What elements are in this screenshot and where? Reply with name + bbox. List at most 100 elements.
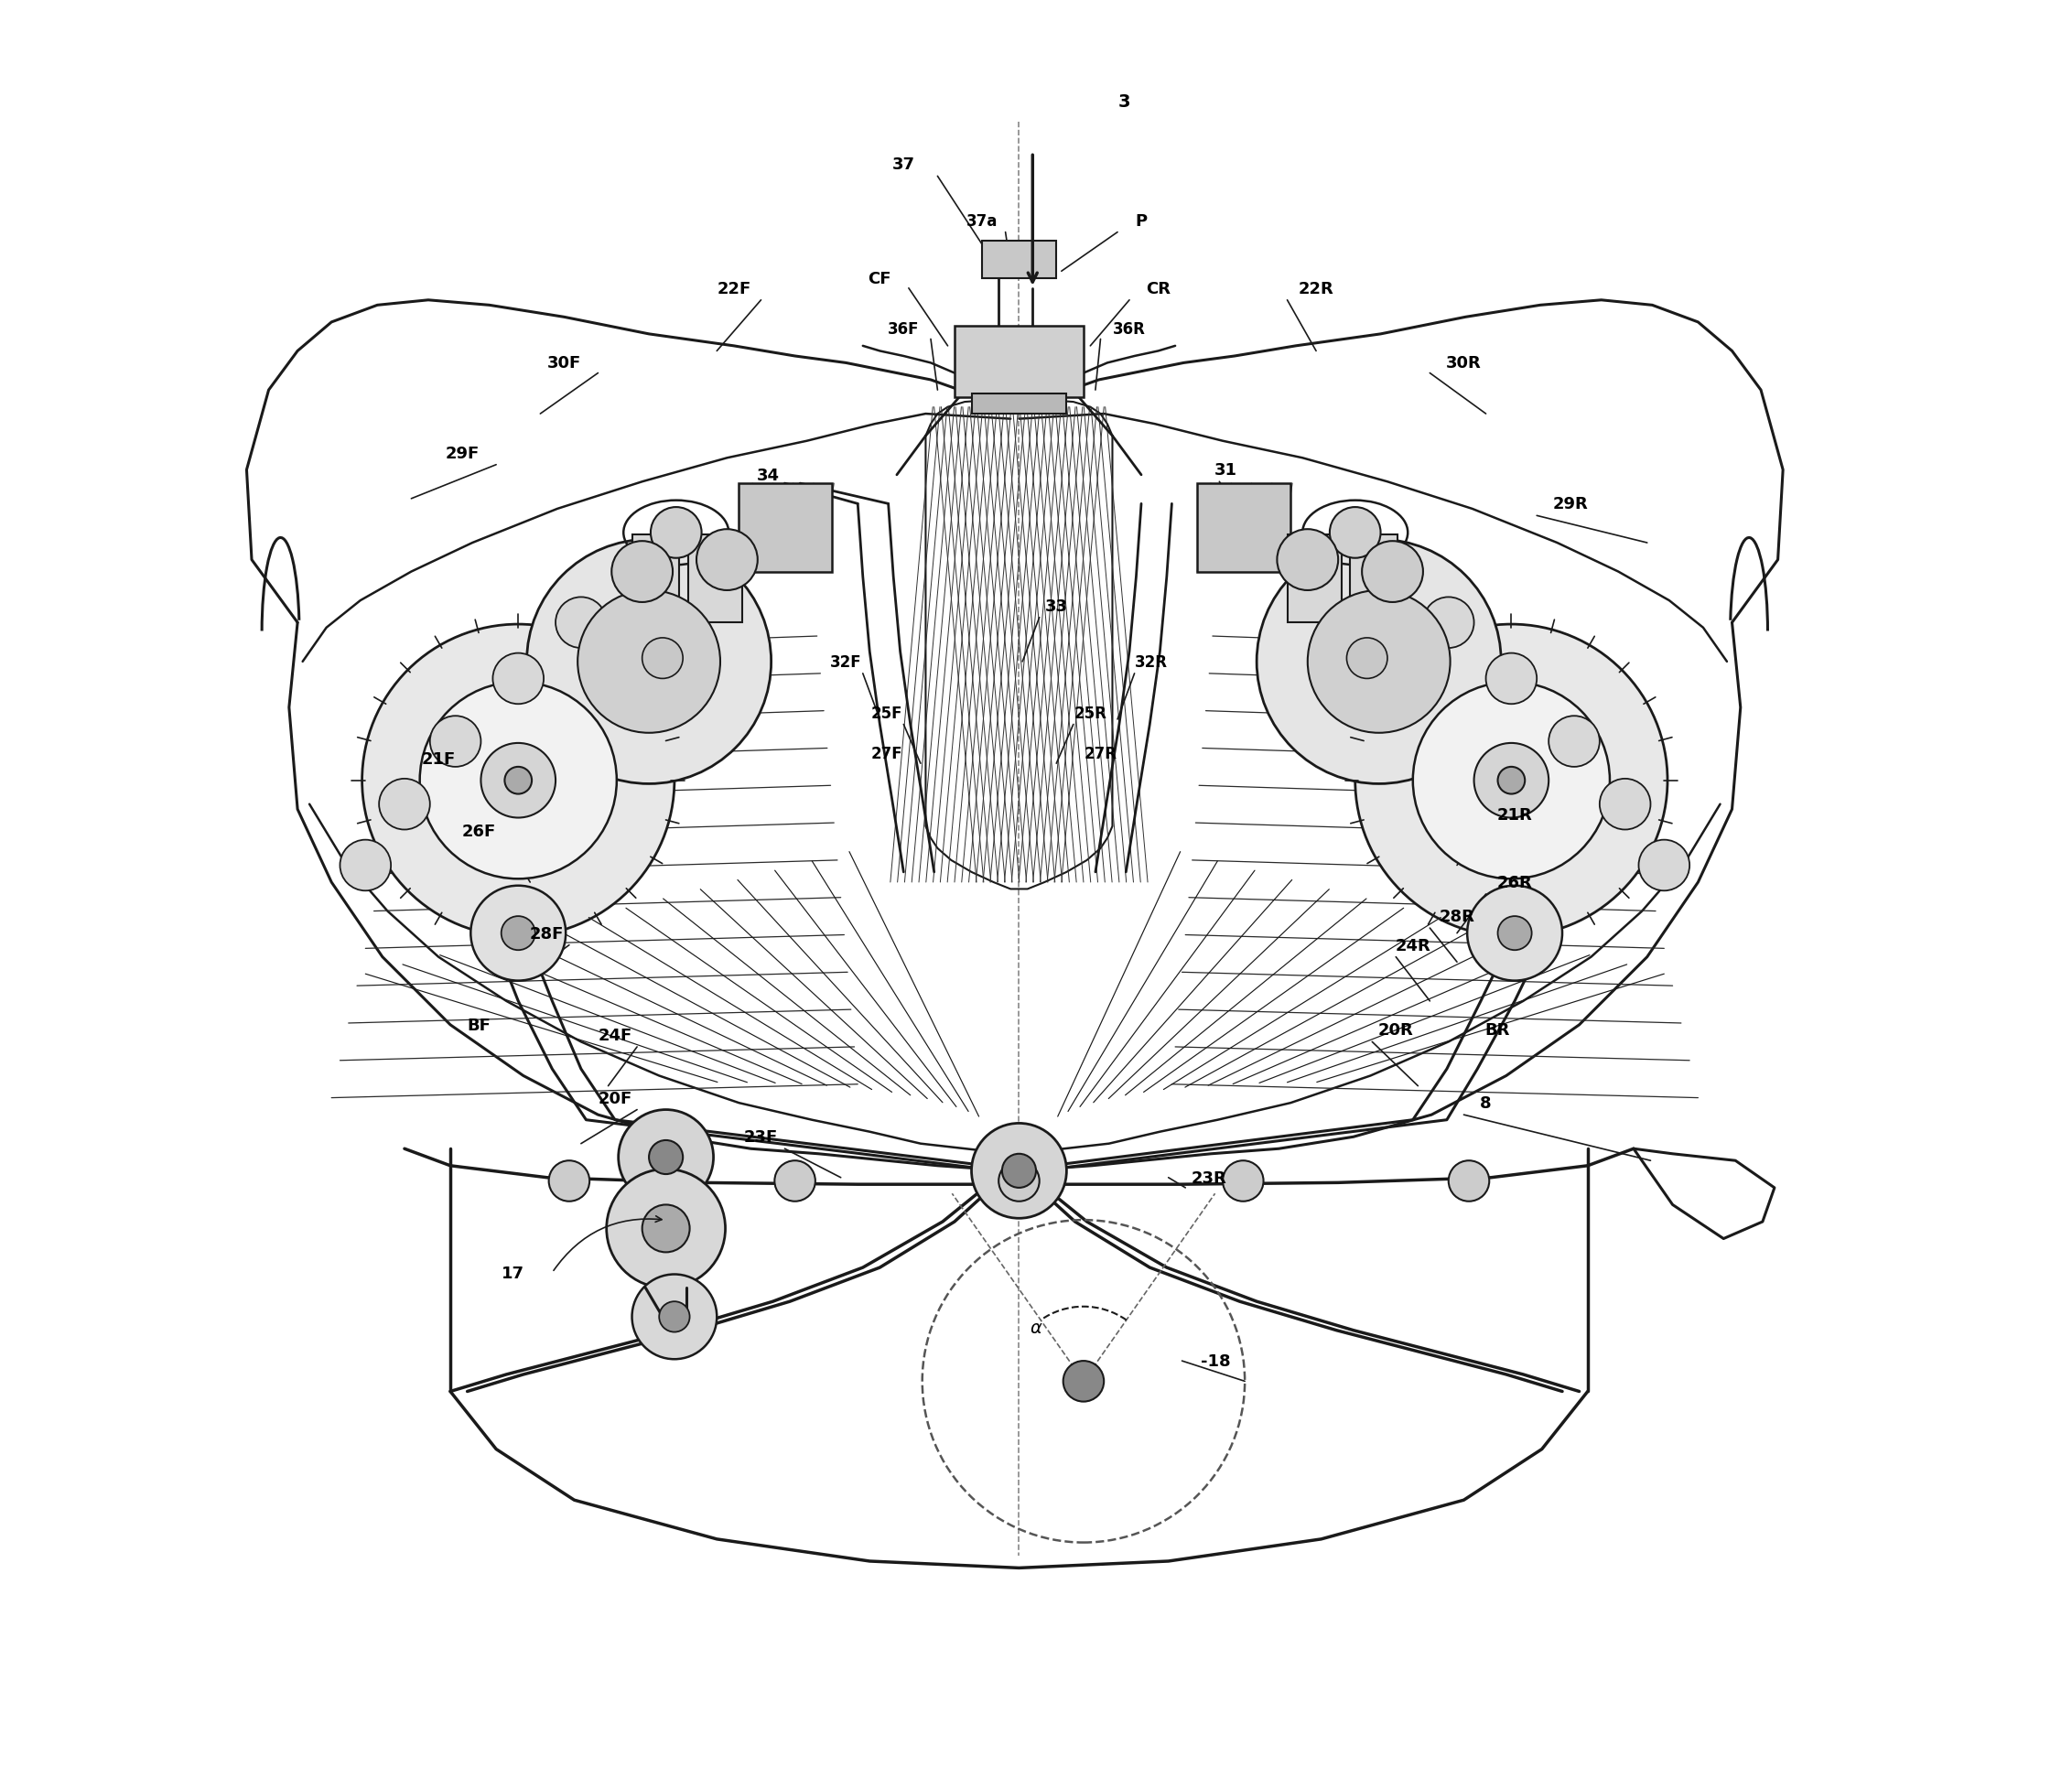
Text: 28R: 28R <box>1440 909 1475 925</box>
Text: 37a: 37a <box>966 213 997 229</box>
Text: 30F: 30F <box>547 356 580 372</box>
Text: 26R: 26R <box>1496 875 1533 891</box>
Circle shape <box>642 639 684 680</box>
Circle shape <box>1486 653 1537 705</box>
Text: 26F: 26F <box>462 823 495 841</box>
Circle shape <box>1467 886 1562 980</box>
Text: BF: BF <box>468 1016 491 1034</box>
Circle shape <box>526 540 771 784</box>
Circle shape <box>431 716 481 767</box>
Circle shape <box>607 1170 725 1288</box>
Text: 23R: 23R <box>1191 1170 1227 1186</box>
Circle shape <box>972 1123 1067 1218</box>
Circle shape <box>775 1161 814 1202</box>
Text: 3: 3 <box>1119 93 1131 111</box>
Text: P: P <box>1135 213 1148 229</box>
Circle shape <box>1448 1161 1490 1202</box>
Text: BR: BR <box>1486 1022 1510 1038</box>
Circle shape <box>1314 605 1421 714</box>
Circle shape <box>470 886 566 980</box>
Text: 36F: 36F <box>887 322 920 338</box>
Circle shape <box>379 780 431 830</box>
Circle shape <box>1003 1154 1036 1188</box>
Text: 20R: 20R <box>1378 1022 1413 1038</box>
Text: 27F: 27F <box>870 746 903 762</box>
Text: 29R: 29R <box>1554 496 1589 512</box>
Text: 32F: 32F <box>831 653 862 671</box>
Circle shape <box>549 1161 591 1202</box>
Text: 29F: 29F <box>445 445 479 462</box>
Bar <box>982 242 1057 279</box>
Circle shape <box>506 767 533 794</box>
Bar <box>972 394 1067 415</box>
Text: CR: CR <box>1146 281 1171 297</box>
Text: 27R: 27R <box>1084 746 1117 762</box>
Circle shape <box>1307 590 1450 733</box>
Circle shape <box>696 530 758 590</box>
Text: 25R: 25R <box>1073 705 1106 721</box>
Circle shape <box>1639 841 1689 891</box>
Circle shape <box>340 841 392 891</box>
Circle shape <box>363 624 673 937</box>
Circle shape <box>501 916 535 950</box>
Circle shape <box>1355 624 1668 937</box>
Text: 24F: 24F <box>599 1027 632 1043</box>
Circle shape <box>1330 508 1380 558</box>
Bar <box>955 326 1084 397</box>
Circle shape <box>493 653 543 705</box>
Text: 28F: 28F <box>530 925 564 941</box>
Text: 17: 17 <box>501 1265 524 1281</box>
Circle shape <box>555 598 607 648</box>
Bar <box>740 485 833 572</box>
Circle shape <box>611 542 673 603</box>
Circle shape <box>481 744 555 818</box>
Circle shape <box>632 1274 717 1360</box>
Circle shape <box>1276 530 1339 590</box>
Circle shape <box>1498 767 1525 794</box>
Circle shape <box>651 508 702 558</box>
Text: 22R: 22R <box>1299 281 1334 297</box>
Circle shape <box>1600 780 1651 830</box>
Circle shape <box>421 682 617 878</box>
Circle shape <box>1548 716 1600 767</box>
Text: 21F: 21F <box>421 751 456 767</box>
Circle shape <box>659 1302 690 1333</box>
Bar <box>688 535 742 623</box>
Circle shape <box>609 605 717 714</box>
Text: 34: 34 <box>756 467 779 483</box>
Bar <box>1198 485 1291 572</box>
Circle shape <box>1413 682 1610 878</box>
Text: 30R: 30R <box>1446 356 1481 372</box>
Text: 8: 8 <box>1479 1095 1492 1111</box>
Circle shape <box>578 590 721 733</box>
Bar <box>1287 535 1341 623</box>
Circle shape <box>617 1109 713 1206</box>
Text: $\alpha$: $\alpha$ <box>1030 1318 1042 1336</box>
Text: -18: -18 <box>1202 1352 1231 1369</box>
Bar <box>1351 535 1399 623</box>
Text: 23F: 23F <box>744 1129 777 1145</box>
Text: 20F: 20F <box>599 1090 632 1106</box>
Text: 21R: 21R <box>1496 807 1533 823</box>
Text: 36R: 36R <box>1113 322 1146 338</box>
Text: 33: 33 <box>1044 598 1067 614</box>
Circle shape <box>999 1161 1040 1202</box>
Text: 24R: 24R <box>1394 937 1430 954</box>
Circle shape <box>1361 542 1423 603</box>
Circle shape <box>1473 744 1548 818</box>
Circle shape <box>1063 1361 1104 1403</box>
Circle shape <box>1347 639 1388 680</box>
Circle shape <box>1498 916 1531 950</box>
Circle shape <box>1258 540 1500 784</box>
Text: 22F: 22F <box>717 281 750 297</box>
Text: 37: 37 <box>893 157 916 174</box>
Text: 32R: 32R <box>1135 653 1169 671</box>
Bar <box>632 535 680 623</box>
Circle shape <box>1222 1161 1264 1202</box>
Circle shape <box>642 1206 690 1252</box>
Circle shape <box>1423 598 1473 648</box>
Circle shape <box>649 1141 684 1174</box>
Text: 25F: 25F <box>870 705 903 721</box>
Text: 31: 31 <box>1214 462 1237 479</box>
Text: CF: CF <box>868 270 891 286</box>
